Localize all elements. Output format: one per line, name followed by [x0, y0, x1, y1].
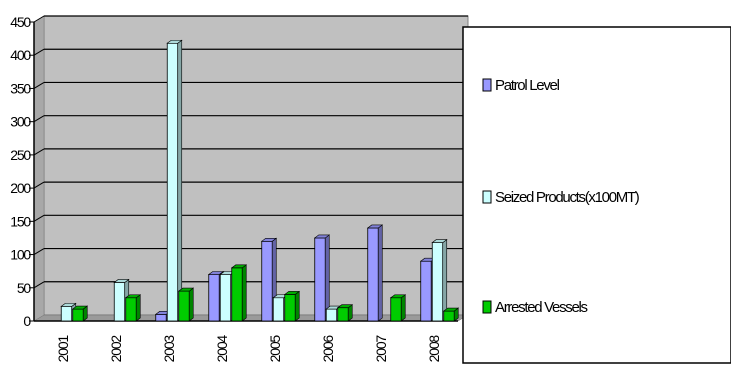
legend-box: [462, 26, 731, 364]
bar-top: [260, 237, 278, 242]
x-tick-label: 2001: [55, 335, 71, 363]
y-tick-label: 300: [10, 114, 31, 130]
bar-front: [219, 274, 232, 322]
x-tick-label: 2003: [161, 335, 177, 363]
bar-front: [367, 227, 379, 322]
bar-side: [188, 287, 194, 322]
bar-top: [124, 294, 142, 299]
bar-front: [166, 42, 179, 322]
bar-side: [135, 294, 141, 322]
x-tick-label: 2002: [108, 335, 124, 363]
y-tick-label: 350: [10, 80, 31, 96]
bar-front: [72, 308, 84, 322]
x-tick-label: 2008: [426, 335, 442, 363]
bar-front: [60, 305, 73, 322]
x-tick-label: 2005: [267, 335, 283, 363]
bar-top: [431, 239, 448, 243]
bar-front: [337, 307, 349, 322]
plot-background: [43, 15, 469, 316]
bar-arrested-vessels-2007: [389, 294, 407, 322]
bar-top: [166, 39, 183, 44]
bar-arrested-vessels-2008: [442, 307, 460, 322]
bar-top: [366, 224, 384, 229]
legend-label: Patrol Level: [495, 77, 560, 94]
gridline-depth: [33, 82, 45, 89]
bar-front: [390, 297, 402, 322]
bar-front: [261, 240, 273, 322]
bar-top: [230, 264, 248, 269]
legend-label: Arrested Vessels: [495, 299, 588, 316]
x-tick-label: 2004: [214, 335, 230, 363]
bar-side: [442, 238, 448, 322]
bar-arrested-vessels-2002: [124, 294, 142, 322]
y-tick-label: 250: [10, 147, 31, 163]
bar-top: [113, 279, 130, 283]
y-tick-label: 50: [17, 280, 32, 296]
bar-top: [389, 294, 407, 299]
bar-front: [125, 297, 137, 322]
legend-swatch: [482, 190, 492, 204]
bar-front: [325, 308, 338, 322]
y-tick-label: 100: [10, 247, 31, 263]
bar-top: [207, 271, 225, 275]
bar-front: [231, 267, 243, 322]
bar-side: [241, 264, 247, 322]
plot-side-wall: [33, 15, 45, 322]
x-tick-label: 2006: [320, 335, 336, 363]
gridline-depth: [33, 281, 45, 289]
bar-top: [313, 234, 331, 239]
bar-arrested-vessels-2003: [177, 287, 195, 322]
bar-side: [377, 224, 383, 322]
bar-patrol-level-2007: [366, 224, 384, 322]
gridline-depth: [33, 48, 45, 56]
bar-arrested-vessels-2001: [71, 305, 89, 322]
bar-front: [314, 237, 326, 322]
bar-seized-products-x100mt--2008: [431, 238, 448, 322]
bar-front: [443, 310, 455, 322]
gridline-depth: [33, 148, 45, 156]
gridline-depth: [33, 248, 45, 255]
bar-side: [177, 39, 183, 322]
gridline-depth: [33, 181, 45, 189]
bar-side: [400, 294, 406, 322]
bar-front: [431, 242, 444, 322]
bar-seized-products-x100mt--2003: [166, 39, 183, 322]
bar-top: [177, 287, 195, 292]
bar-top: [60, 303, 77, 307]
bar-top: [336, 304, 354, 309]
bar-front: [178, 290, 190, 322]
y-tick-label: 0: [23, 313, 31, 329]
bar-front: [272, 297, 285, 322]
y-tick-label: 200: [10, 180, 31, 196]
legend-swatch: [482, 78, 492, 92]
legend-label: Seized Products(x100MT): [495, 189, 640, 206]
bar-arrested-vessels-2006: [336, 304, 354, 322]
gridline-depth: [33, 15, 45, 23]
y-tick-label: 400: [10, 47, 31, 63]
gridline-depth: [33, 214, 45, 222]
bar-front: [155, 313, 167, 322]
bar-side: [294, 290, 300, 322]
bar-front: [420, 260, 432, 322]
bar-top: [283, 291, 301, 295]
bar-arrested-vessels-2005: [283, 290, 301, 322]
bar-front: [113, 282, 126, 322]
y-tick-label: 150: [10, 213, 31, 229]
bar-arrested-vessels-2004: [230, 264, 248, 322]
bar-front: [284, 294, 296, 322]
bar-top: [442, 307, 460, 312]
gridline-depth: [33, 115, 45, 123]
bar-front: [208, 274, 220, 322]
x-tick-label: 2007: [373, 335, 389, 363]
bar-top: [71, 305, 89, 310]
legend-swatch: [482, 300, 492, 314]
y-tick-label: 450: [10, 14, 31, 30]
